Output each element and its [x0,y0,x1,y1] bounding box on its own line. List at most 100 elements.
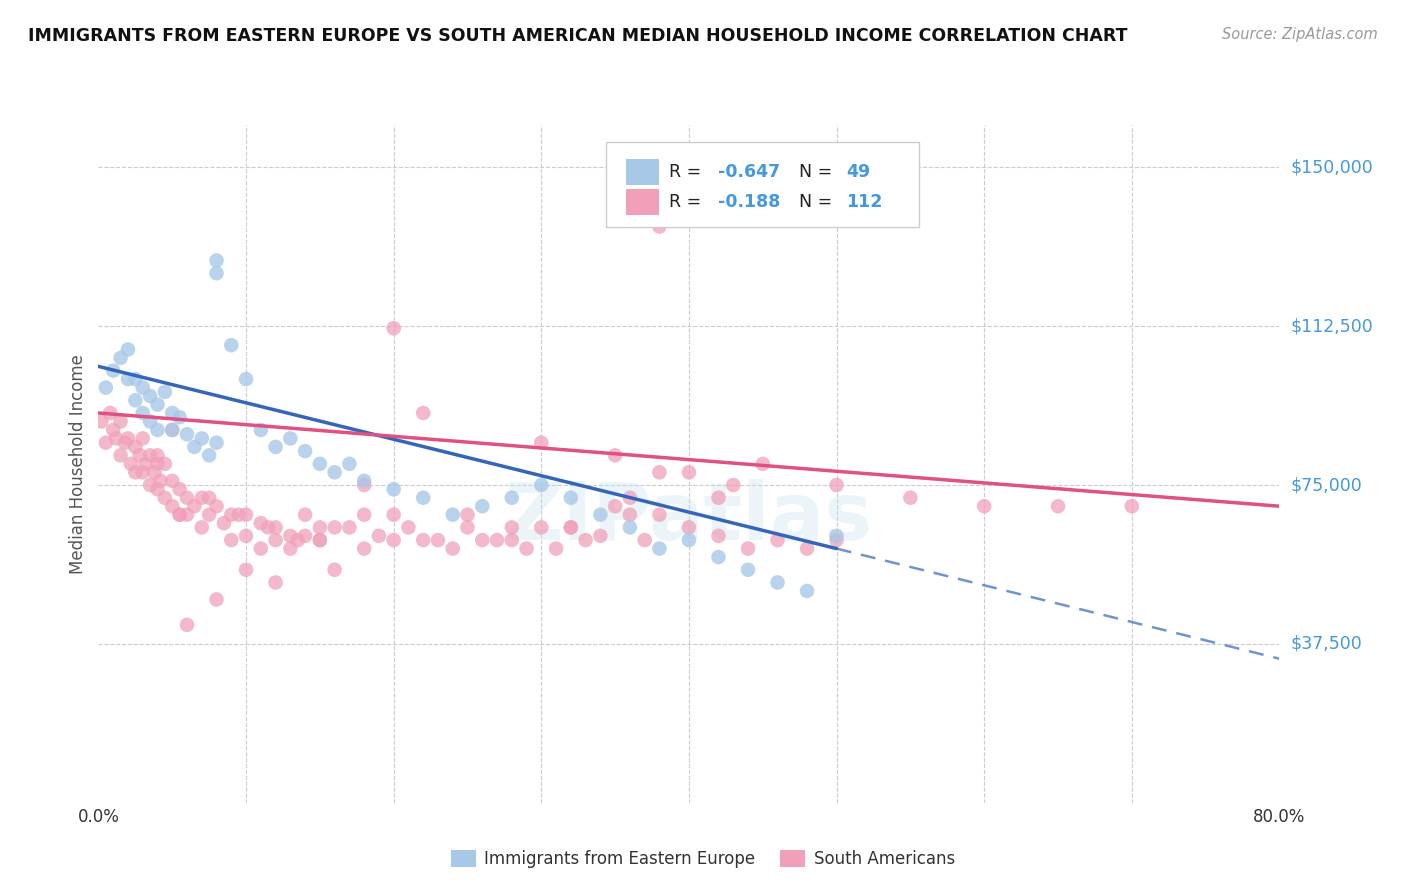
Point [264,533,287,547]
Point [153,384,176,399]
Point [162,423,183,437]
Point [169,508,191,522]
Point [619,520,641,534]
Point [169,482,191,496]
Point [124,466,146,480]
Point [441,541,464,556]
Point [309,520,332,534]
Point [560,491,582,505]
Point [198,448,221,462]
Point [309,533,332,547]
Point [678,533,700,547]
Point [751,457,773,471]
Text: 112: 112 [846,194,883,211]
Point [183,500,205,514]
Point [678,466,700,480]
Point [212,516,235,530]
Point [353,541,375,556]
Point [198,491,221,505]
Text: N =: N = [799,162,838,181]
Point [191,432,214,446]
Point [250,541,273,556]
Point [176,508,198,522]
Point [250,516,273,530]
Point [146,448,169,462]
Point [219,508,242,522]
Point [619,508,641,522]
Point [825,478,848,492]
Point [176,427,198,442]
Point [309,533,332,547]
Point [678,520,700,534]
Point [456,520,478,534]
Point [412,406,434,420]
Point [825,533,848,547]
Point [323,520,346,534]
Point [149,474,172,488]
Point [721,478,744,492]
Text: $150,000: $150,000 [1291,158,1374,177]
Point [139,448,162,462]
Text: $112,500: $112,500 [1291,318,1374,335]
Point [228,508,250,522]
Point [98,406,121,420]
Point [648,152,671,166]
Point [205,253,228,268]
Point [105,432,128,446]
Point [382,508,405,522]
Point [427,533,450,547]
Point [278,529,302,543]
Text: R =: R = [669,194,707,211]
Point [114,435,136,450]
Point [176,617,198,632]
Point [117,343,139,357]
Point [235,508,257,522]
Point [219,533,242,547]
Point [110,414,132,428]
Point [205,435,228,450]
Point [353,474,375,488]
Point [589,529,612,543]
Point [737,563,759,577]
FancyBboxPatch shape [606,142,920,227]
Text: ZIPatlas: ZIPatlas [505,479,873,558]
Point [162,406,183,420]
Point [264,440,287,454]
Point [648,219,671,234]
Point [633,533,655,547]
Point [235,372,257,386]
Text: -0.188: -0.188 [718,194,780,211]
Point [766,533,789,547]
Point [153,457,176,471]
Point [560,520,582,534]
Point [191,491,214,505]
Point [353,478,375,492]
Point [139,478,162,492]
Point [382,533,405,547]
Point [132,432,155,446]
Point [139,414,162,428]
Point [501,520,523,534]
Point [264,520,287,534]
Point [132,406,155,420]
Point [737,541,759,556]
Point [382,321,405,335]
Point [530,435,553,450]
Point [530,520,553,534]
Point [337,520,360,534]
Point [560,520,582,534]
Point [235,529,257,543]
Point [264,575,287,590]
Point [146,423,169,437]
Text: IMMIGRANTS FROM EASTERN EUROPE VS SOUTH AMERICAN MEDIAN HOUSEHOLD INCOME CORRELA: IMMIGRANTS FROM EASTERN EUROPE VS SOUTH … [28,27,1128,45]
Point [323,563,346,577]
Point [139,389,162,403]
Point [605,500,627,514]
Legend: Immigrants from Eastern Europe, South Americans: Immigrants from Eastern Europe, South Am… [444,843,962,875]
Point [648,541,671,556]
Point [94,435,117,450]
Point [90,414,112,428]
Point [648,508,671,522]
Point [146,398,169,412]
Point [501,533,523,547]
